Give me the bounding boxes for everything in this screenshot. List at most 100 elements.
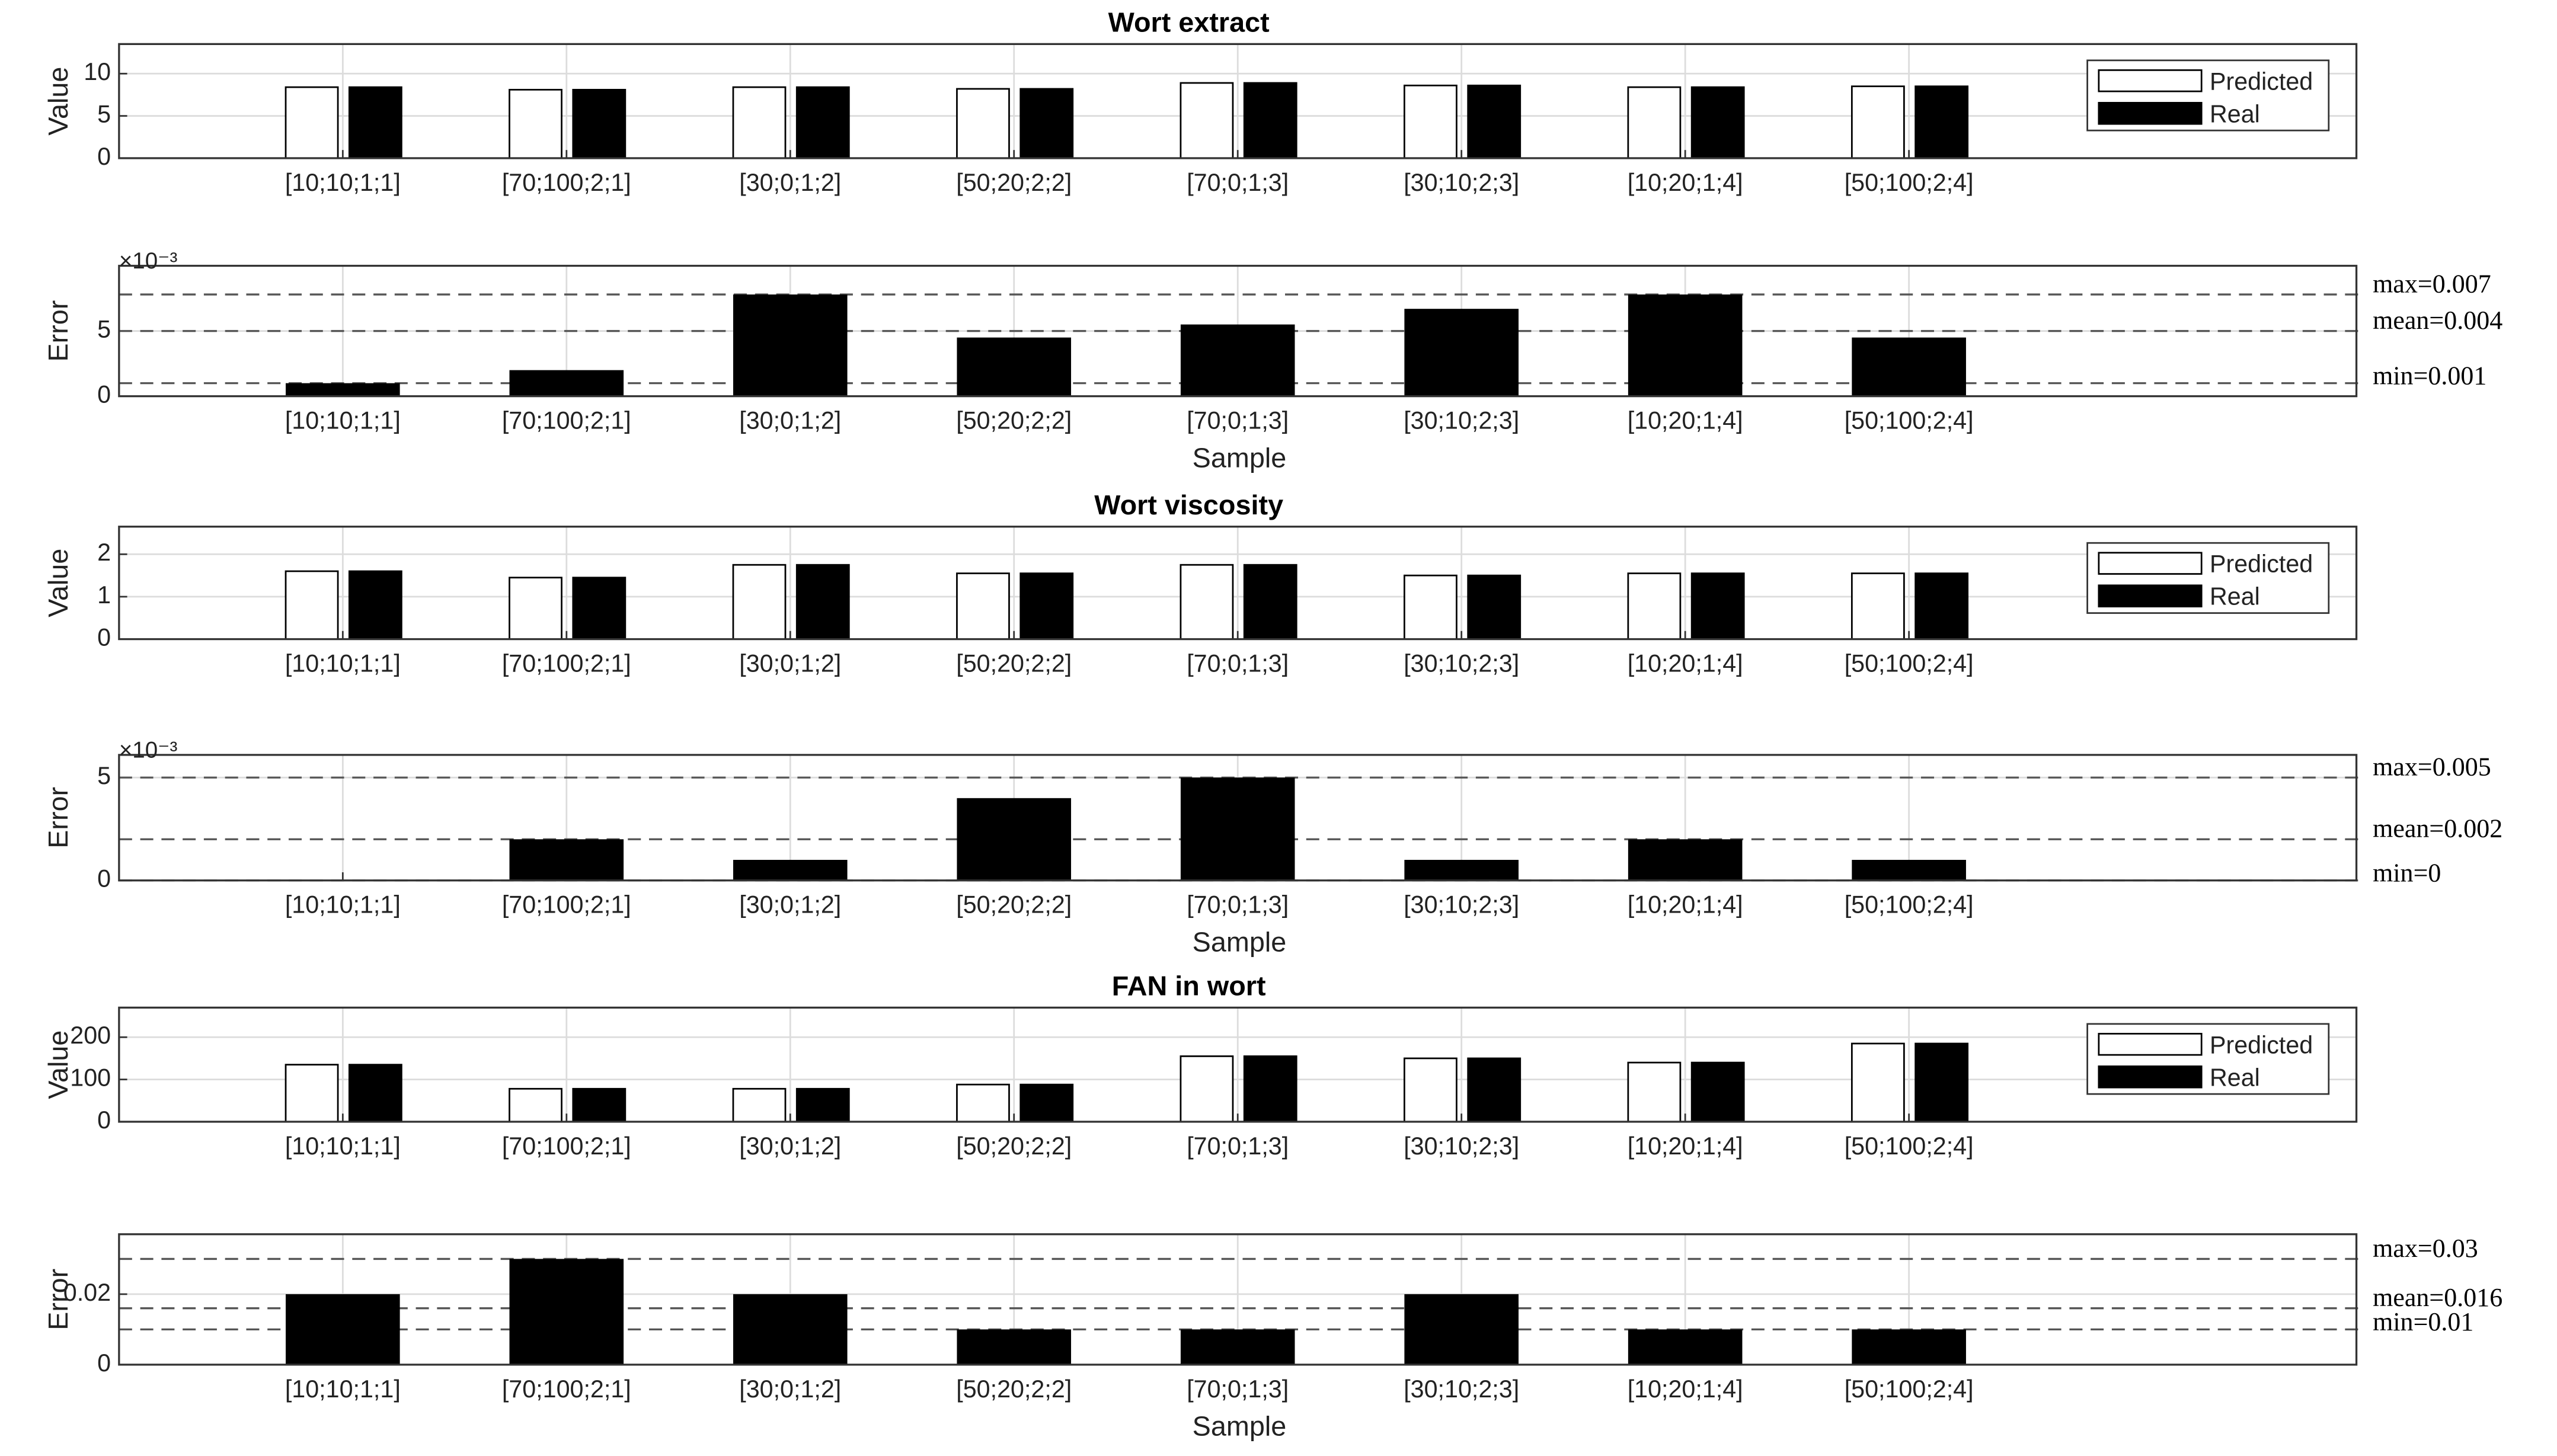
reference-label: min=0.01 xyxy=(2373,1307,2473,1336)
plot-frame xyxy=(118,754,2358,882)
x-tick-label: [50;100;2;4] xyxy=(1845,891,1974,919)
bar xyxy=(1690,572,1745,640)
bar xyxy=(1180,82,1234,159)
x-tick-label: [30;0;1;2] xyxy=(739,1375,841,1403)
bar xyxy=(1852,860,1966,881)
x-tick-label: [10;10;1;1] xyxy=(285,891,401,919)
legend-swatch xyxy=(2098,584,2203,607)
bar xyxy=(1467,574,1522,640)
bar xyxy=(572,577,627,640)
bar xyxy=(1914,572,1969,640)
bar xyxy=(957,798,1072,881)
x-tick-label: [10;20;1;4] xyxy=(1628,1132,1743,1160)
bar xyxy=(509,839,624,881)
x-axis-label: Sample xyxy=(1193,1411,1287,1442)
bar xyxy=(732,564,787,640)
bar xyxy=(285,86,339,159)
y-tick-label: 0.02 xyxy=(63,1279,111,1306)
bar xyxy=(1914,1042,1969,1123)
y-multiplier: ×10⁻³ xyxy=(119,738,178,763)
bar xyxy=(733,860,848,881)
legend-swatch xyxy=(2098,1032,2203,1056)
x-tick-label: [10;10;1;1] xyxy=(285,1375,401,1403)
x-tick-label: [10;10;1;1] xyxy=(285,169,401,196)
x-tick-label: [70;0;1;3] xyxy=(1187,649,1289,677)
legend-label: Real xyxy=(2210,1064,2260,1091)
legend-swatch xyxy=(2098,69,2203,92)
bar xyxy=(285,1064,339,1123)
x-tick-label: [10;10;1;1] xyxy=(285,1132,401,1160)
x-tick-label: [30;10;2;3] xyxy=(1404,407,1519,434)
bar xyxy=(1914,85,1969,159)
x-tick-label: [70;0;1;3] xyxy=(1187,1132,1289,1160)
bar xyxy=(795,1087,850,1123)
reference-label: max=0.007 xyxy=(2373,269,2491,298)
x-tick-label: [70;0;1;3] xyxy=(1187,891,1289,919)
x-tick-label: [10;20;1;4] xyxy=(1628,649,1743,677)
bar xyxy=(1019,1083,1074,1123)
y-tick-label: 0 xyxy=(97,381,111,408)
chart-title: FAN in wort xyxy=(1112,971,1266,1001)
x-tick-label: [10;20;1;4] xyxy=(1628,1375,1743,1403)
y-tick-label: 0 xyxy=(97,865,111,892)
bar xyxy=(509,1087,562,1123)
y-axis-label: Value xyxy=(43,549,73,617)
bar xyxy=(1850,85,1905,159)
bar xyxy=(286,1294,400,1365)
bar xyxy=(733,294,848,396)
reference-label: max=0.03 xyxy=(2373,1234,2478,1263)
y-multiplier: ×10⁻³ xyxy=(119,248,178,274)
bar xyxy=(1627,1061,1682,1123)
x-tick-label: [30;0;1;2] xyxy=(739,649,841,677)
x-axis-label: Sample xyxy=(1193,926,1287,957)
bar xyxy=(1180,564,1234,640)
bar xyxy=(1627,572,1682,640)
bar xyxy=(1404,309,1519,396)
bar xyxy=(956,1083,1010,1123)
y-tick-label: 1 xyxy=(97,581,111,609)
y-tick-label: 5 xyxy=(97,315,111,343)
x-tick-label: [50;100;2;4] xyxy=(1845,649,1974,677)
plot-frame xyxy=(118,264,2358,398)
x-tick-label: [10;20;1;4] xyxy=(1628,407,1743,434)
bar xyxy=(1180,777,1295,881)
x-tick-label: [30;0;1;2] xyxy=(739,169,841,196)
legend-swatch xyxy=(2098,552,2203,575)
y-axis-label: Error xyxy=(43,787,73,849)
y-tick-label: 5 xyxy=(97,762,111,789)
bar xyxy=(1690,1061,1745,1123)
bar xyxy=(509,370,624,396)
x-tick-label: [30;0;1;2] xyxy=(739,407,841,434)
legend-label: Real xyxy=(2210,583,2260,610)
x-tick-label: [10;20;1;4] xyxy=(1628,891,1743,919)
x-tick-label: [50;20;2;2] xyxy=(956,1375,1072,1403)
bar xyxy=(1243,82,1297,159)
x-tick-label: [30;0;1;2] xyxy=(739,1132,841,1160)
bar xyxy=(1180,1055,1234,1123)
bar xyxy=(1467,1057,1522,1123)
reference-label: min=0.001 xyxy=(2373,361,2486,390)
y-tick-label: 0 xyxy=(97,1349,111,1377)
x-tick-label: [50;100;2;4] xyxy=(1845,407,1974,434)
bar xyxy=(1628,1329,1743,1365)
x-tick-label: [50;100;2;4] xyxy=(1845,169,1974,196)
x-tick-label: [70;0;1;3] xyxy=(1187,1375,1289,1403)
bar xyxy=(1404,860,1519,881)
bar xyxy=(572,89,627,159)
y-tick-label: 5 xyxy=(97,101,111,128)
bar xyxy=(732,1087,787,1123)
reference-label: mean=0.002 xyxy=(2373,814,2502,843)
bar xyxy=(1850,572,1905,640)
legend-swatch xyxy=(2098,1065,2203,1089)
bar xyxy=(732,86,787,159)
bar xyxy=(1180,1329,1295,1365)
y-tick-label: 2 xyxy=(97,539,111,566)
reference-label: mean=0.016 xyxy=(2373,1283,2502,1312)
bar xyxy=(1243,1055,1297,1123)
x-tick-label: [30;10;2;3] xyxy=(1404,891,1519,919)
legend-swatch xyxy=(2098,102,2203,125)
y-axis-label: Error xyxy=(43,300,73,362)
bar xyxy=(795,86,850,159)
bar xyxy=(509,1259,624,1365)
